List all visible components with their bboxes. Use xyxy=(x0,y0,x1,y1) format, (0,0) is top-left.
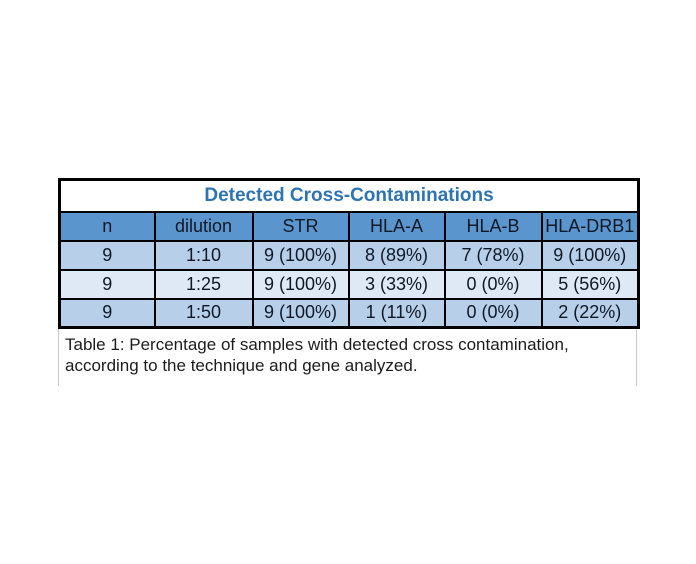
table-row-dilution-1-25: 9 1:25 9 (100%) 3 (33%) 0 (0%) 5 (56%) xyxy=(58,268,640,300)
col-header-str: STR xyxy=(251,210,350,242)
col-header-n: n xyxy=(58,210,156,242)
table-header-row: n dilution STR HLA-A HLA-B HLA-DRB1 xyxy=(58,210,640,242)
table-cell: 0 (0%) xyxy=(443,268,543,300)
table-cell: 9 (100%) xyxy=(251,268,350,300)
col-header-hla-b: HLA-B xyxy=(443,210,543,242)
table-cell: 1:50 xyxy=(153,297,254,329)
table-row-dilution-1-10: 9 1:10 9 (100%) 8 (89%) 7 (78%) 9 (100%) xyxy=(58,239,640,271)
table-cell: 9 (100%) xyxy=(251,297,350,329)
table-cell: 9 (100%) xyxy=(251,239,350,271)
table-cell: 3 (33%) xyxy=(347,268,446,300)
cross-contamination-table: Detected Cross-Contaminations n dilution… xyxy=(58,178,641,329)
table-cell: 7 (78%) xyxy=(443,239,543,271)
table-title: Detected Cross-Contaminations xyxy=(58,178,640,213)
contamination-table-block: Detected Cross-Contaminations n dilution… xyxy=(58,178,641,386)
col-header-hla-drb1: HLA-DRB1 xyxy=(540,210,640,242)
table-cell: 9 xyxy=(58,268,156,300)
table-cell: 1:10 xyxy=(153,239,254,271)
table-cell: 9 xyxy=(58,297,156,329)
table-cell: 0 (0%) xyxy=(443,297,543,329)
table-row-dilution-1-50: 9 1:50 9 (100%) 1 (11%) 0 (0%) 2 (22%) xyxy=(58,297,640,329)
table-cell: 9 xyxy=(58,239,156,271)
table-cell: 9 (100%) xyxy=(540,239,640,271)
table-cell: 5 (56%) xyxy=(540,268,640,300)
table-title-row: Detected Cross-Contaminations xyxy=(58,178,640,213)
table-caption: Table 1: Percentage of samples with dete… xyxy=(58,329,637,386)
table-cell: 2 (22%) xyxy=(540,297,640,329)
col-header-hla-a: HLA-A xyxy=(347,210,446,242)
table-cell: 1:25 xyxy=(153,268,254,300)
col-header-dilution: dilution xyxy=(153,210,254,242)
table-cell: 8 (89%) xyxy=(347,239,446,271)
table-cell: 1 (11%) xyxy=(347,297,446,329)
